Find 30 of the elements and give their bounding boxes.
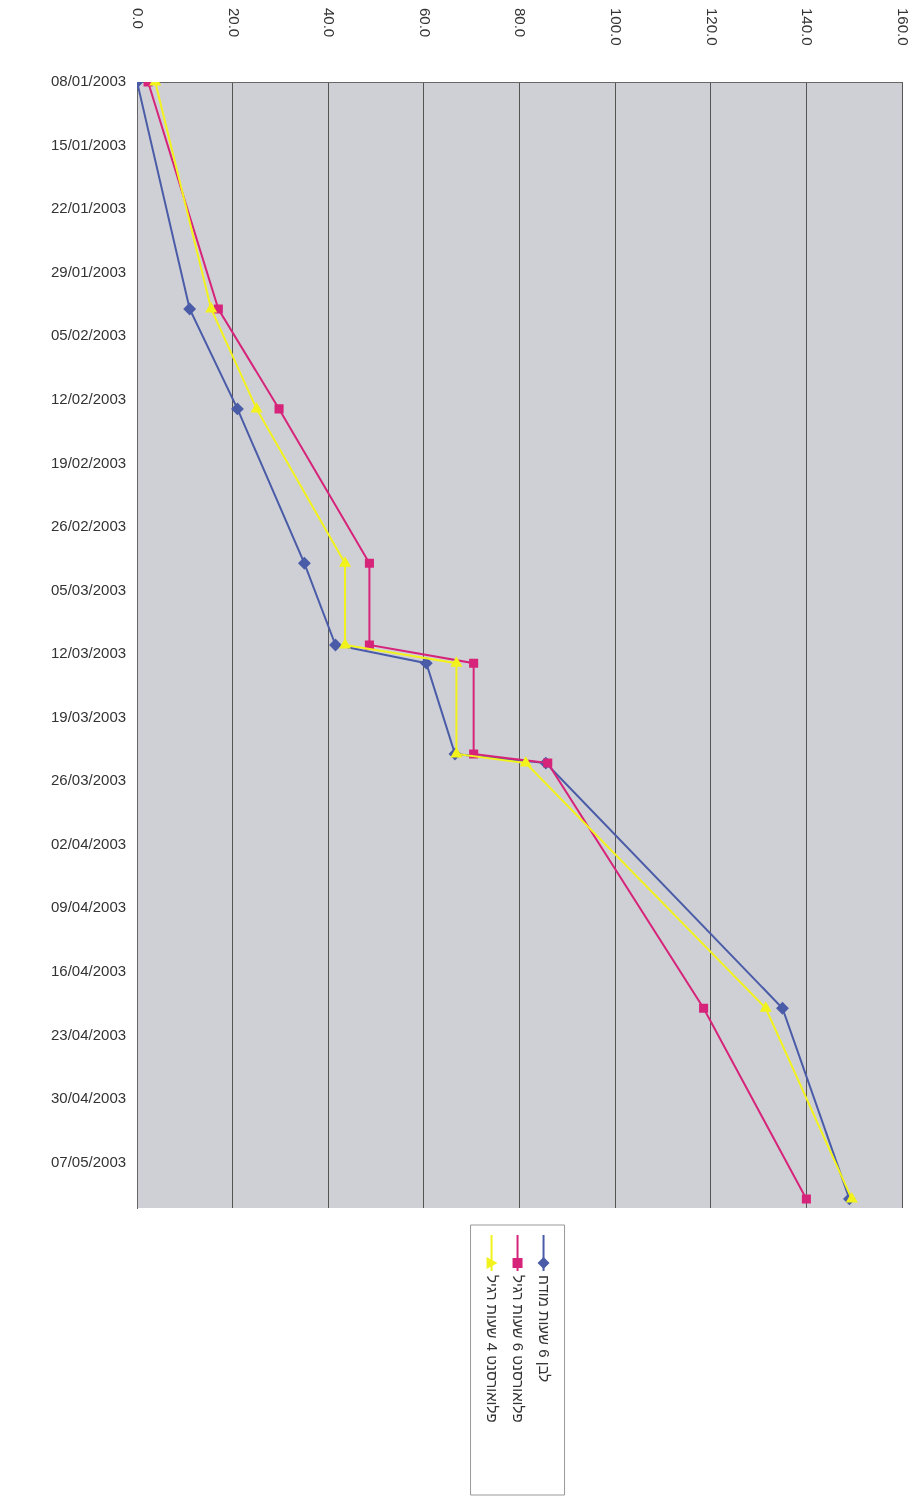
- x-tick-label: 80.0: [512, 8, 530, 38]
- y-tick-label: 02/04/2003: [51, 834, 127, 852]
- legend-label: פלואורסנט 4 שעות רגיל: [484, 1275, 502, 1423]
- y-tick-label: 08/01/2003: [51, 72, 127, 90]
- y-tick-label: 30/04/2003: [51, 1089, 127, 1107]
- y-tick-label: 09/04/2003: [51, 898, 127, 916]
- x-tick-label: 100.0: [608, 8, 626, 46]
- y-tick-label: 12/03/2003: [51, 644, 127, 662]
- x-tick-label: 40.0: [321, 8, 339, 38]
- x-tick-label: 160.0: [894, 8, 912, 46]
- y-tick-label: 26/03/2003: [51, 771, 127, 789]
- x-tick-label: 0.0: [129, 8, 147, 29]
- legend-label: פלואורסנט 6 שעות רגיל: [510, 1275, 528, 1423]
- y-tick-label: 22/01/2003: [51, 199, 127, 217]
- legend-label: לבן 6 שעות מודח: [536, 1275, 554, 1383]
- x-tick-label: 20.0: [225, 8, 243, 38]
- y-tick-label: 12/02/2003: [51, 389, 127, 407]
- y-tick-label: 19/03/2003: [51, 707, 127, 725]
- y-tick-label: 26/02/2003: [51, 517, 127, 535]
- y-tick-label: 19/02/2003: [51, 453, 127, 471]
- x-tick-label: 120.0: [703, 8, 721, 46]
- y-tick-label: 23/04/2003: [51, 1025, 127, 1043]
- y-tick-label: 29/01/2003: [51, 262, 127, 280]
- y-tick-label: 05/03/2003: [51, 580, 127, 598]
- y-tick-label: 15/01/2003: [51, 135, 127, 153]
- y-tick-label: 07/05/2003: [51, 1152, 127, 1170]
- x-tick-label: 60.0: [416, 8, 434, 38]
- y-tick-label: 05/02/2003: [51, 326, 127, 344]
- x-tick-label: 140.0: [799, 8, 817, 46]
- y-tick-label: 16/04/2003: [51, 962, 127, 980]
